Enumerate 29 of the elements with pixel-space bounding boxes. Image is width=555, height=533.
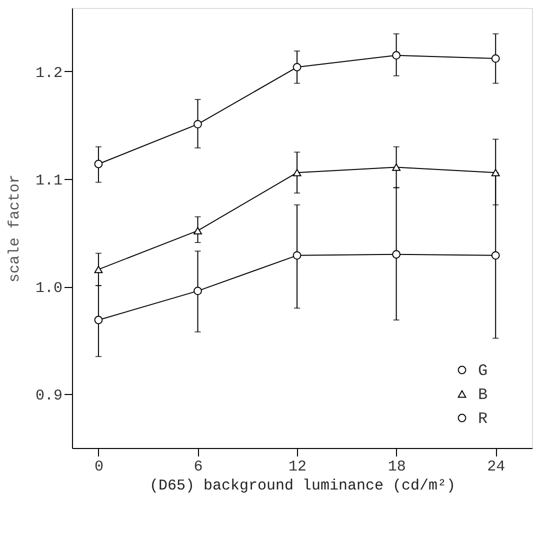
point (491, 168, 500, 176)
point (94, 316, 103, 324)
y-axis-title: scale factor (6, 174, 24, 283)
point (194, 226, 202, 234)
x-tick-label: 12 (288, 458, 307, 476)
y-tick-label: 1.1 (35, 172, 62, 190)
y-tick-label: 1.0 (35, 280, 62, 298)
legend-label: G (478, 362, 488, 380)
point (292, 62, 302, 72)
x-tick-label: 18 (388, 458, 406, 476)
point (94, 160, 103, 168)
point (491, 54, 500, 63)
y-tick-label: 1.2 (35, 64, 62, 82)
x-axis-title: (D65) background luminance (cd/m²) (149, 478, 456, 494)
x-tick-label: 6 (194, 458, 203, 476)
point (392, 164, 401, 171)
point (392, 250, 401, 259)
point (292, 168, 302, 176)
point (94, 266, 103, 274)
point (194, 286, 202, 296)
point (292, 251, 302, 260)
y-tick-label: 0.9 (35, 388, 62, 405)
point (392, 51, 401, 60)
x-tick-label: 0 (94, 458, 104, 476)
x-tick-label: 24 (487, 458, 506, 476)
point (491, 251, 500, 260)
legend-label: B (478, 386, 488, 404)
point (194, 120, 202, 128)
legend-label: R (478, 410, 488, 428)
